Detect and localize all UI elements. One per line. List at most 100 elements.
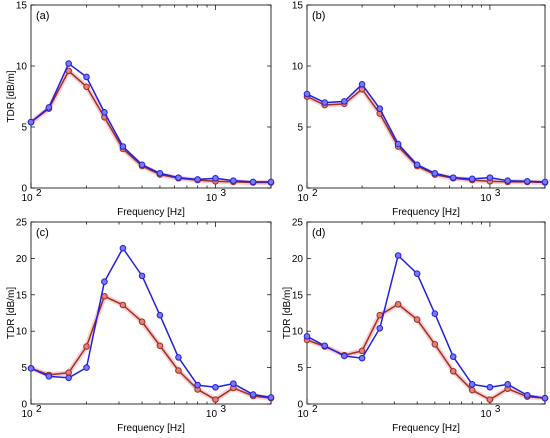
data-point	[83, 73, 90, 81]
data-point	[376, 311, 384, 319]
x-axis-label: Frequency [Hz]	[392, 207, 460, 218]
data-point	[303, 90, 311, 98]
data-point	[394, 300, 402, 308]
plot-frame	[306, 221, 546, 405]
data-point	[449, 353, 457, 360]
panel-label: (b)	[312, 10, 325, 22]
data-point	[194, 176, 201, 183]
data-point	[138, 318, 146, 326]
data-point	[83, 83, 90, 91]
data-point	[175, 367, 182, 374]
series-line-0	[30, 62, 271, 183]
data-point	[394, 252, 402, 259]
x-tick-label-exponent: 2	[312, 188, 318, 199]
data-point	[83, 364, 90, 371]
data-point	[523, 177, 531, 185]
data-point	[413, 161, 421, 169]
x-tick-label: 10	[21, 409, 33, 420]
data-point	[303, 332, 311, 340]
data-point	[138, 272, 146, 280]
y-tick-label: 5	[297, 123, 303, 134]
y-tick-label: 25	[292, 218, 304, 229]
x-tick-label-exponent: 3	[220, 188, 226, 199]
y-tick-label: 10	[16, 327, 28, 338]
y-axis-label: TDR [dB/m]	[282, 287, 293, 339]
x-tick-label: 10	[297, 193, 309, 204]
data-point	[267, 178, 275, 186]
data-point	[504, 177, 511, 184]
x-tick-label: 10	[297, 409, 309, 420]
x-tick-label-exponent: 3	[220, 404, 226, 415]
y-tick-label: 0	[21, 400, 27, 411]
y-tick-label: 15	[16, 1, 28, 12]
data-point	[413, 316, 421, 323]
series-halo	[29, 68, 271, 186]
data-point	[541, 178, 549, 186]
y-tick-label: 5	[21, 123, 27, 134]
x-tick-label: 10	[206, 409, 218, 420]
y-axis-label: TDR [dB/m]	[6, 70, 17, 122]
plot-frame	[306, 4, 546, 189]
data-point	[321, 99, 329, 106]
x-axis-label: Frequency [Hz]	[117, 423, 185, 434]
y-axis-label: TDR [dB/m]	[6, 287, 17, 339]
x-axis-label: Frequency [Hz]	[392, 423, 460, 434]
data-point	[523, 391, 531, 399]
x-tick-label: 10	[480, 409, 492, 420]
y-tick-label: 5	[21, 363, 27, 374]
data-point	[358, 354, 366, 362]
data-point	[194, 381, 201, 389]
data-point	[119, 143, 127, 150]
data-point	[341, 352, 348, 360]
x-tick-label-exponent: 2	[36, 404, 42, 415]
data-point	[341, 98, 348, 105]
data-point	[156, 342, 164, 350]
y-tick-label: 10	[292, 327, 304, 338]
data-point	[321, 342, 329, 350]
plot-frame	[30, 221, 272, 405]
data-point	[45, 373, 53, 380]
data-point	[468, 175, 476, 183]
data-point	[449, 367, 457, 375]
data-point	[65, 374, 72, 382]
data-point	[212, 383, 219, 391]
y-tick-label: 0	[297, 184, 303, 195]
data-point	[486, 396, 494, 403]
series-line-1	[30, 295, 272, 401]
data-point	[45, 104, 53, 111]
data-point	[249, 391, 257, 398]
data-point	[376, 324, 384, 332]
data-point	[119, 301, 127, 309]
data-point	[27, 365, 35, 372]
data-point	[249, 178, 257, 186]
x-tick-label-exponent: 2	[312, 404, 318, 415]
data-point	[156, 311, 164, 319]
data-point	[431, 341, 439, 348]
data-point	[101, 109, 108, 116]
x-axis-label: Frequency [Hz]	[117, 207, 185, 218]
panel-label: (d)	[312, 227, 325, 239]
data-point	[358, 347, 366, 355]
y-tick-label: 10	[16, 62, 28, 73]
data-point	[175, 354, 182, 361]
data-point	[230, 380, 237, 387]
x-tick-label: 10	[480, 193, 492, 204]
data-point	[504, 381, 511, 388]
data-point	[431, 170, 439, 177]
series-line-0	[306, 254, 546, 399]
data-point	[394, 140, 402, 148]
data-point	[358, 81, 366, 88]
x-tick-label: 10	[206, 193, 218, 204]
data-point	[138, 161, 146, 169]
y-tick-label: 25	[16, 218, 28, 229]
data-point	[230, 177, 237, 184]
y-tick-label: 15	[292, 290, 304, 301]
y-tick-label: 10	[292, 62, 304, 73]
data-point	[212, 174, 219, 182]
y-tick-label: 20	[292, 254, 304, 265]
x-tick-label-exponent: 3	[495, 188, 501, 199]
data-point	[376, 105, 384, 112]
